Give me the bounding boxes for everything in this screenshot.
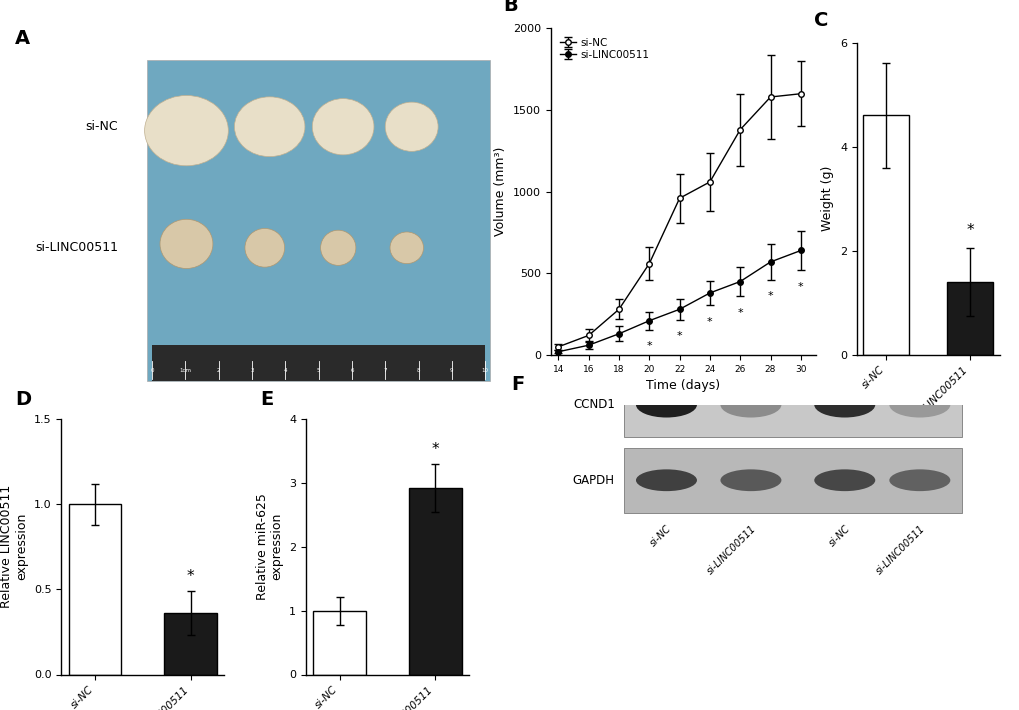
Ellipse shape xyxy=(813,469,874,491)
Legend: si-NC, si-LINC00511: si-NC, si-LINC00511 xyxy=(555,33,652,64)
X-axis label: Time (days): Time (days) xyxy=(646,379,719,393)
Text: si-NC: si-NC xyxy=(86,120,118,133)
Ellipse shape xyxy=(320,230,356,266)
Bar xyxy=(862,116,909,355)
Text: *: * xyxy=(431,442,439,457)
Ellipse shape xyxy=(145,96,228,166)
Ellipse shape xyxy=(160,219,213,268)
Text: F: F xyxy=(512,375,525,394)
Text: *: * xyxy=(677,332,682,342)
Text: 8: 8 xyxy=(417,368,420,373)
Text: 0: 0 xyxy=(150,368,154,373)
Bar xyxy=(946,282,993,355)
Text: *: * xyxy=(737,307,742,317)
Ellipse shape xyxy=(245,229,284,267)
Text: D: D xyxy=(15,390,32,409)
Text: 1cm: 1cm xyxy=(179,368,192,373)
Ellipse shape xyxy=(889,392,950,417)
Ellipse shape xyxy=(389,232,423,263)
Ellipse shape xyxy=(385,102,438,151)
Text: C: C xyxy=(813,11,827,30)
Ellipse shape xyxy=(234,97,305,157)
Text: 9: 9 xyxy=(449,368,453,373)
Text: si-NC: si-NC xyxy=(648,523,673,548)
Text: 5: 5 xyxy=(317,368,320,373)
Ellipse shape xyxy=(813,392,874,417)
Text: 6: 6 xyxy=(350,368,354,373)
Y-axis label: Weight (g): Weight (g) xyxy=(820,166,834,231)
Ellipse shape xyxy=(312,99,374,155)
Text: 7: 7 xyxy=(383,368,386,373)
Ellipse shape xyxy=(636,469,696,491)
Text: B: B xyxy=(502,0,518,16)
Text: *: * xyxy=(767,291,772,301)
Ellipse shape xyxy=(889,469,950,491)
Bar xyxy=(164,613,217,674)
Y-axis label: Volume (mm³): Volume (mm³) xyxy=(494,147,506,236)
Text: si-LINC00511: si-LINC00511 xyxy=(704,523,757,577)
Y-axis label: Relative miR-625
expression: Relative miR-625 expression xyxy=(256,493,283,600)
Text: si-NC: si-NC xyxy=(826,523,851,548)
Text: 10: 10 xyxy=(481,368,488,373)
Bar xyxy=(68,504,121,674)
Text: si-LINC00511: si-LINC00511 xyxy=(873,523,926,577)
Text: *: * xyxy=(797,281,803,292)
Ellipse shape xyxy=(636,392,696,417)
Text: *: * xyxy=(186,569,195,584)
Text: 3: 3 xyxy=(250,368,254,373)
Text: si-LINC00511: si-LINC00511 xyxy=(35,241,118,254)
Bar xyxy=(409,488,462,674)
Text: 2: 2 xyxy=(217,368,220,373)
Text: *: * xyxy=(646,341,651,351)
Text: *: * xyxy=(965,223,973,238)
Ellipse shape xyxy=(719,469,781,491)
Text: *: * xyxy=(706,317,712,327)
Bar xyxy=(624,372,961,437)
Text: CCND1: CCND1 xyxy=(573,398,614,411)
Y-axis label: Relative LINC00511
expression: Relative LINC00511 expression xyxy=(0,485,29,608)
Text: GAPDH: GAPDH xyxy=(573,474,614,487)
Text: 4: 4 xyxy=(283,368,286,373)
Bar xyxy=(313,611,366,674)
Ellipse shape xyxy=(719,392,781,417)
Bar xyxy=(152,346,485,381)
Bar xyxy=(624,448,961,513)
Text: A: A xyxy=(15,29,31,48)
Text: E: E xyxy=(260,390,273,409)
